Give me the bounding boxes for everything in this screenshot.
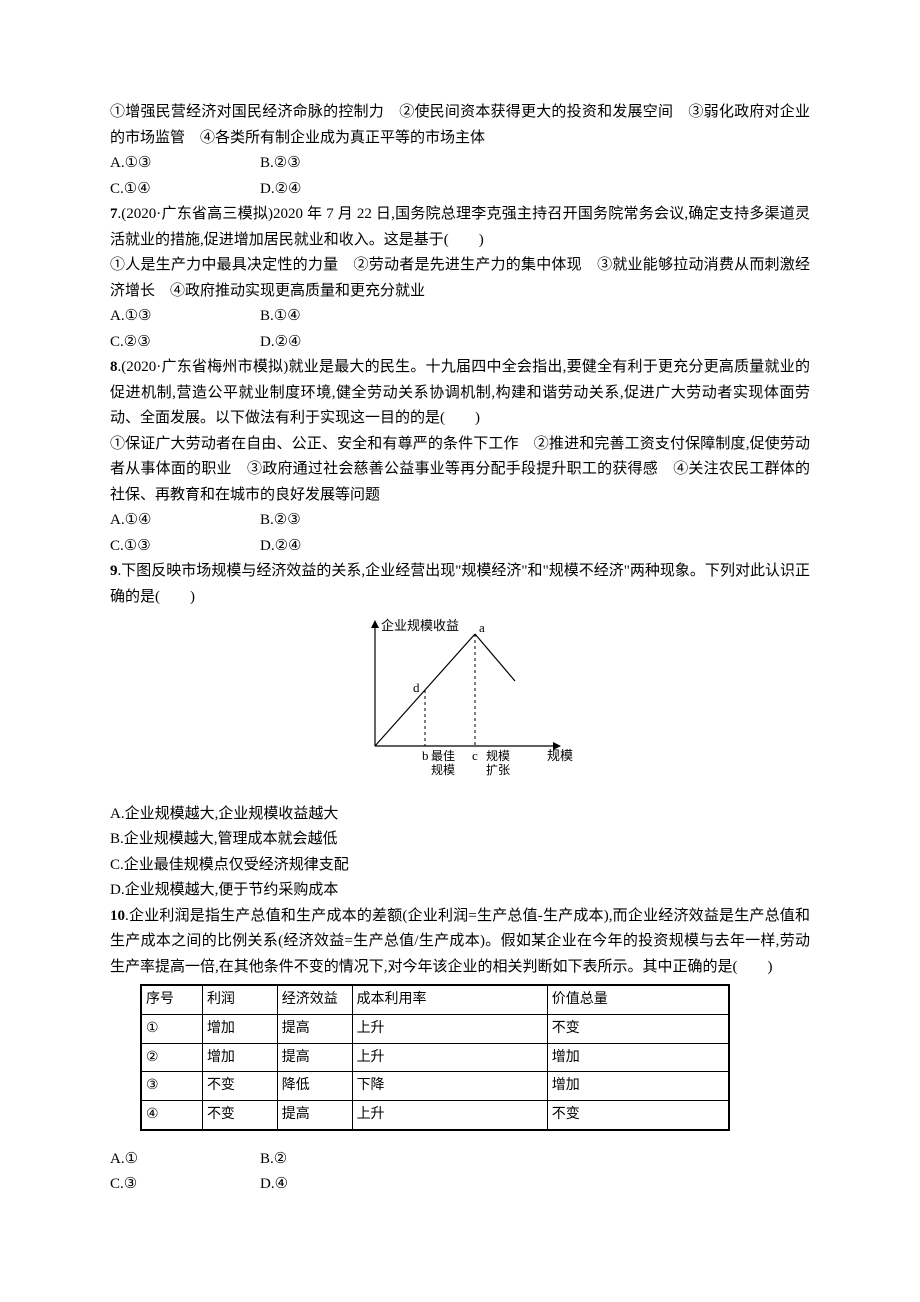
table-header-cell: 经济效益 (277, 985, 352, 1014)
q9-num: 9 (110, 563, 118, 579)
table-cell: ③ (141, 1072, 202, 1101)
table-row: ④不变提高上升不变 (141, 1101, 729, 1130)
table-cell: 提高 (277, 1101, 352, 1130)
q10-opt-c: C.③ (110, 1172, 260, 1198)
table-header-cell: 成本利用率 (352, 985, 547, 1014)
table-cell: 上升 (352, 1043, 547, 1072)
svg-text:a: a (479, 620, 485, 635)
table-cell: 增加 (547, 1043, 729, 1072)
table-cell: 上升 (352, 1101, 547, 1130)
q10-opt-a: A.① (110, 1147, 260, 1173)
q9-text: .下图反映市场规模与经济效益的关系,企业经营出现"规模经济"和"规模不经济"两种… (110, 563, 810, 605)
q8-opt-a: A.①④ (110, 508, 260, 534)
q9-question: 9.下图反映市场规模与经济效益的关系,企业经营出现"规模经济"和"规模不经济"两… (110, 559, 810, 610)
q8-src: .(2020·广东省梅州市模拟)就业是最大的民生。十九届四中全会指出,要健全有利… (110, 359, 810, 426)
q8-options: A.①④ B.②③ C.①③ D.②④ (110, 508, 810, 559)
table-cell: 增加 (202, 1014, 277, 1043)
q8-stems: ①保证广大劳动者在自由、公正、安全和有尊严的条件下工作 ②推进和完善工资支付保障… (110, 432, 810, 509)
q10-opt-d: D.④ (260, 1172, 288, 1198)
q6-opt-c: C.①④ (110, 177, 260, 203)
table-cell: 提高 (277, 1043, 352, 1072)
table-header-row: 序号利润经济效益成本利用率价值总量 (141, 985, 729, 1014)
q6-opt-b: B.②③ (260, 151, 301, 177)
q10-num: 10 (110, 908, 125, 924)
q6-opt-a: A.①③ (110, 151, 260, 177)
q9-opt-a: A.企业规模越大,企业规模收益越大 (110, 802, 810, 828)
table-cell: ④ (141, 1101, 202, 1130)
table-cell: 降低 (277, 1072, 352, 1101)
q7-num: 7 (110, 206, 118, 222)
table-cell: 增加 (202, 1043, 277, 1072)
table-cell: 下降 (352, 1072, 547, 1101)
svg-text:c: c (472, 748, 478, 763)
table-cell: 上升 (352, 1014, 547, 1043)
table-cell: 不变 (202, 1072, 277, 1101)
q7-opt-a: A.①③ (110, 304, 260, 330)
q8-num: 8 (110, 359, 118, 375)
q6-stems: ①增强民营经济对国民经济命脉的控制力 ②使民间资本获得更大的投资和发展空间 ③弱… (110, 100, 810, 151)
table-cell: 不变 (547, 1101, 729, 1130)
table-cell: 不变 (202, 1101, 277, 1130)
q10-question: 10.企业利润是指生产总值和生产成本的差额(企业利润=生产总值-生产成本),而企… (110, 904, 810, 981)
svg-text:扩张: 扩张 (486, 763, 510, 777)
svg-text:规模: 规模 (431, 762, 455, 777)
table-row: ①增加提高上升不变 (141, 1014, 729, 1043)
q6-opt-d: D.②④ (260, 177, 301, 203)
q8-opt-c: C.①③ (110, 534, 260, 560)
q9-opt-b: B.企业规模越大,管理成本就会越低 (110, 827, 810, 853)
table-cell: 不变 (547, 1014, 729, 1043)
table-body: ①增加提高上升不变②增加提高上升增加③不变降低下降增加④不变提高上升不变 (141, 1014, 729, 1130)
q8-question: 8.(2020·广东省梅州市模拟)就业是最大的民生。十九届四中全会指出,要健全有… (110, 355, 810, 432)
table-header-cell: 序号 (141, 985, 202, 1014)
svg-text:规模: 规模 (547, 748, 573, 763)
q6-options: A.①③ B.②③ C.①④ D.②④ (110, 151, 810, 202)
q9-options: A.企业规模越大,企业规模收益越大 B.企业规模越大,管理成本就会越低 C.企业… (110, 802, 810, 904)
q7-opt-b: B.①④ (260, 304, 301, 330)
q7-opt-c: C.②③ (110, 330, 260, 356)
q9-chart: ad企业规模收益规模bc最佳规模规模扩张 (110, 616, 810, 796)
q9-opt-d: D.企业规模越大,便于节约采购成本 (110, 878, 810, 904)
svg-text:企业规模收益: 企业规模收益 (381, 618, 459, 633)
table-row: ②增加提高上升增加 (141, 1043, 729, 1072)
q10-options: A.① B.② C.③ D.④ (110, 1147, 810, 1198)
table-cell: ① (141, 1014, 202, 1043)
q10-text: .企业利润是指生产总值和生产成本的差额(企业利润=生产总值-生产成本),而企业经… (110, 908, 810, 975)
q8-opt-b: B.②③ (260, 508, 301, 534)
q8-opt-d: D.②④ (260, 534, 301, 560)
svg-text:最佳: 最佳 (431, 749, 455, 763)
table-cell: ② (141, 1043, 202, 1072)
q7-src: .(2020·广东省高三模拟)2020 年 7 月 22 日,国务院总理李克强主… (110, 206, 810, 248)
q7-opt-d: D.②④ (260, 330, 301, 356)
table-header-cell: 价值总量 (547, 985, 729, 1014)
table-cell: 增加 (547, 1072, 729, 1101)
q10-table: 序号利润经济效益成本利用率价值总量 ①增加提高上升不变②增加提高上升增加③不变降… (140, 984, 730, 1131)
svg-text:规模: 规模 (486, 748, 510, 763)
svg-text:d: d (413, 680, 420, 695)
q9-opt-c: C.企业最佳规模点仅受经济规律支配 (110, 853, 810, 879)
table-row: ③不变降低下降增加 (141, 1072, 729, 1101)
q7-question: 7.(2020·广东省高三模拟)2020 年 7 月 22 日,国务院总理李克强… (110, 202, 810, 253)
q7-options: A.①③ B.①④ C.②③ D.②④ (110, 304, 810, 355)
q10-opt-b: B.② (260, 1147, 287, 1173)
q7-stems: ①人是生产力中最具决定性的力量 ②劳动者是先进生产力的集中体现 ③就业能够拉动消… (110, 253, 810, 304)
table-header-cell: 利润 (202, 985, 277, 1014)
table-cell: 提高 (277, 1014, 352, 1043)
svg-text:b: b (422, 748, 429, 763)
scale-chart-svg: ad企业规模收益规模bc最佳规模规模扩张 (345, 616, 575, 786)
